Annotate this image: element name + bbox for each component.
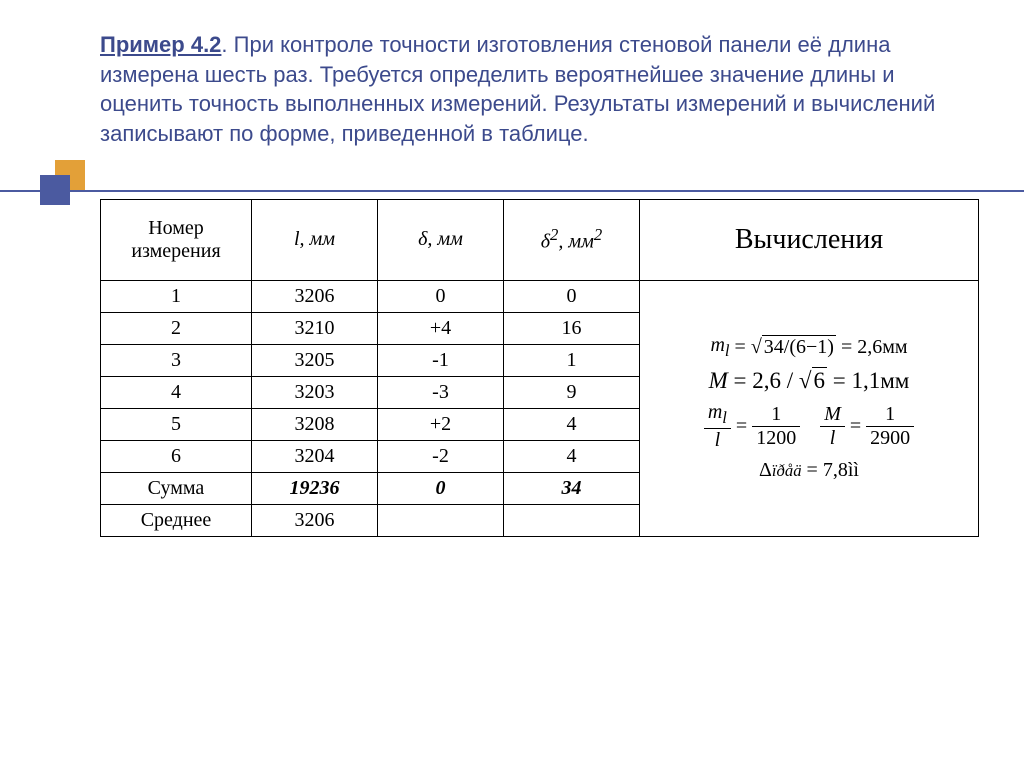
col-calc: Вычисления [640, 199, 979, 280]
col-l: l, мм [252, 199, 378, 280]
formula-ml: ml = √34/(6−1) = 2,6мм [654, 334, 964, 361]
col-number: Номер измерения [101, 199, 252, 280]
table-row: 1320600 ml = √34/(6−1) = 2,6мм M = 2,6 /… [101, 280, 979, 312]
slide-decoration [40, 160, 100, 220]
slide-heading: Пример 4.2. При контроле точности изгото… [100, 30, 940, 149]
col-delta2: δ2, мм2 [504, 199, 640, 280]
formula-ratios: mll = 11200 Ml = 12900 [654, 401, 964, 452]
calculations-cell: ml = √34/(6−1) = 2,6мм M = 2,6 / √6 = 1,… [640, 280, 979, 536]
formula-M: M = 2,6 / √6 = 1,1мм [654, 368, 964, 394]
measurement-table: Номер измерения l, мм δ, мм δ2, мм2 Вычи… [100, 199, 979, 537]
heading-lead: Пример 4.2 [100, 32, 221, 57]
col-delta: δ, мм [378, 199, 504, 280]
formula-delta: Δïðåä = 7,8ìì [654, 459, 964, 482]
heading-body: . При контроле точности изготовления сте… [100, 32, 935, 146]
